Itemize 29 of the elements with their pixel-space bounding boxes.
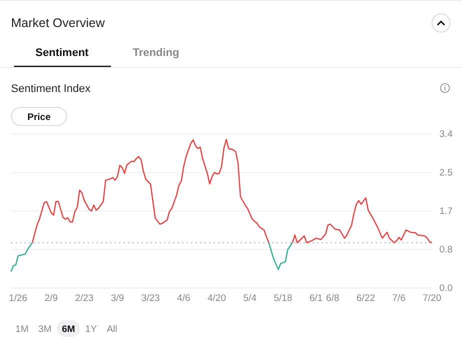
text: 6M (62, 324, 76, 335)
x-tick-label: 7/20 (422, 293, 442, 304)
x-tick-label: 2/9 (44, 293, 58, 304)
x-tick-label: 6/22 (356, 293, 376, 304)
x-tick-label: 5/18 (274, 293, 292, 304)
y-tick-label: 2.5 (439, 168, 453, 178)
x-tick-label: 1/26 (8, 293, 28, 304)
x-tick-label: 3/9 (110, 293, 124, 304)
text: Trending (132, 47, 180, 59)
x-tick-label: 3/23 (141, 293, 160, 304)
x-tick-label: 2/23 (75, 293, 94, 304)
x-tick-label: 6/8 (326, 293, 340, 304)
x-tick-label: 4/6 (177, 293, 190, 304)
text: Sentiment (35, 47, 89, 59)
y-tick-label: 1.7 (439, 206, 453, 217)
y-tick-label: 0.8 (439, 244, 453, 256)
chart-title: Sentiment Index (11, 83, 91, 95)
text: All (106, 324, 118, 335)
text: 1M (15, 324, 29, 335)
y-tick-label: 3.4 (439, 129, 453, 140)
chart-subtitle: Market Overview (11, 16, 106, 30)
text: 3M (38, 324, 52, 335)
x-tick-label: 4/20 (208, 293, 226, 304)
x-tick-label: 5/4 (243, 293, 256, 304)
y-tick-label: 0.0 (439, 283, 453, 294)
x-tick-label: 7/6 (392, 293, 406, 304)
text: 1Y (85, 324, 98, 335)
text: Price (27, 112, 51, 123)
x-tick-label: 6/1 (309, 293, 323, 304)
